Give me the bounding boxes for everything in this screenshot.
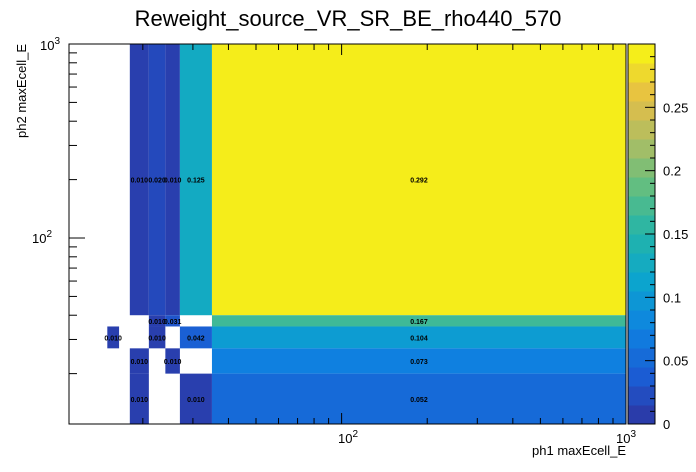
cell-value-label: 0.125 [187,178,205,185]
chart-title: Reweight_source_VR_SR_BE_rho440_570 [135,6,562,31]
colorbar-segment [628,215,655,235]
heatmap-cell [148,326,166,349]
heatmap-cell [211,348,626,374]
cell-value-label: 0.010 [131,397,149,404]
heatmap-cell [129,348,149,374]
cell-value-label: 0.104 [410,335,428,342]
heatmap-cell [129,373,149,424]
cell-value-label: 0.292 [410,178,428,185]
colorbar-segment [628,44,655,64]
colorbar-segment [628,101,655,121]
colorbar-segment [628,405,655,425]
x-axis-label: ph1 maxEcell_E [532,443,626,458]
colorbar-segment [628,253,655,273]
plot-frame [68,43,627,425]
colorbar-tick-label: 0 [663,417,670,432]
heatmap-cell [129,44,149,316]
colorbar-segment [628,63,655,83]
cell-value-label: 0.031 [164,319,182,326]
cell-value-label: 0.042 [187,335,205,342]
colorbar-segment [628,272,655,292]
cell-value-label: 0.010 [148,319,166,326]
colorbar-segment [628,348,655,368]
colorbar-segment [628,234,655,254]
cell-value-label: 0.052 [410,397,428,404]
x-tick-label: 102 [338,429,358,446]
colorbar-segment [628,177,655,197]
colorbar-segment [628,139,655,159]
cell-value-label: 0.010 [164,178,182,185]
y-tick-label: 103 [40,36,60,53]
colorbar-tick-label: 0.1 [663,290,681,305]
cell-value-label: 0.010 [131,359,149,366]
heatmap-cell [107,326,120,349]
cell-value-label: 0.020 [148,178,166,185]
heatmap-cell [211,315,626,327]
cell-value-label: 0.167 [410,319,428,326]
heatmap-cell [165,348,180,374]
y-tick-label: 102 [32,229,52,246]
colorbar-segment [628,367,655,387]
cell-value-label: 0.010 [164,359,182,366]
heatmap-cell [211,44,626,316]
colorbar-segment [628,310,655,330]
colorbar-segment [628,386,655,406]
colorbar-segment [628,120,655,140]
colorbar-segment [628,329,655,349]
cell-value-label: 0.073 [410,359,428,366]
y-axis-label: ph2 maxEcell_E [14,44,29,138]
colorbar-tick-label: 0.15 [663,227,688,242]
cell-value-label: 0.010 [131,178,149,185]
colorbar-tick-label: 0.25 [663,100,688,115]
heatmap-cells [107,44,626,424]
cell-value-label: 0.010 [187,397,205,404]
colorbar-segment [628,196,655,216]
heatmap-cell [165,315,180,327]
cell-value-label: 0.010 [104,335,122,342]
colorbar-segment [628,291,655,311]
colorbar-tick-label: 0.2 [663,164,681,179]
heatmap-cell [179,326,212,349]
heatmap-cell [165,44,180,316]
heatmap-cell [179,44,212,316]
heatmap-cell [179,373,212,424]
heatmap-cell [211,326,626,349]
heatmap-cell [148,44,166,316]
heatmap-cell [148,315,166,327]
colorbar-segment [628,82,655,102]
heatmap-cell [211,373,626,424]
colorbar-tick-label: 0.05 [663,354,688,369]
axis-ticks [69,43,627,424]
colorbar: 0 0.05 0.1 0.15 0.2 0.25 [627,43,688,432]
cell-value-label: 0.010 [148,335,166,342]
colorbar-segment [628,158,655,178]
